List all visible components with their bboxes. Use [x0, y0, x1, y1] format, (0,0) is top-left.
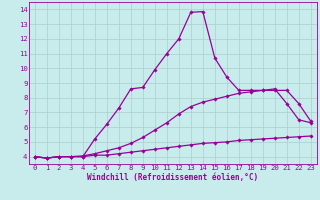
X-axis label: Windchill (Refroidissement éolien,°C): Windchill (Refroidissement éolien,°C): [87, 173, 258, 182]
